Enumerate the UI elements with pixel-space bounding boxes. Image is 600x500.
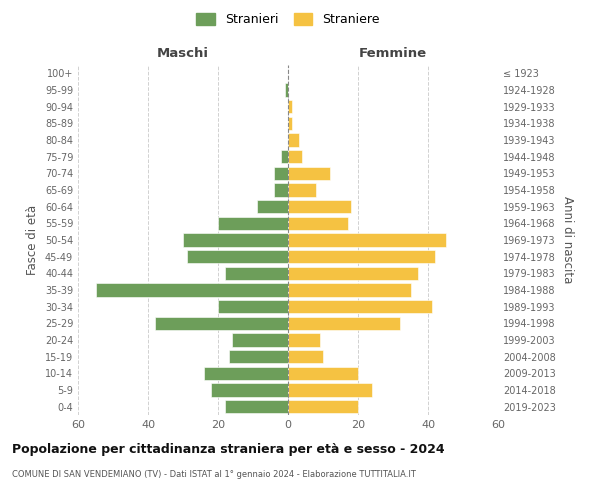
Bar [257,200,288,213]
Bar [95,284,288,296]
Bar [284,84,288,96]
Bar [288,116,292,130]
Bar [288,250,435,264]
Bar [218,300,288,314]
Bar [288,134,299,146]
Bar [225,266,288,280]
Bar [288,316,400,330]
Bar [288,166,330,180]
Bar [288,266,418,280]
Bar [225,400,288,413]
Y-axis label: Fasce di età: Fasce di età [26,205,39,275]
Text: Maschi: Maschi [157,47,209,60]
Bar [229,350,288,364]
Text: COMUNE DI SAN VENDEMIANO (TV) - Dati ISTAT al 1° gennaio 2024 - Elaborazione TUT: COMUNE DI SAN VENDEMIANO (TV) - Dati IST… [12,470,416,479]
Bar [218,216,288,230]
Bar [288,216,347,230]
Text: Popolazione per cittadinanza straniera per età e sesso - 2024: Popolazione per cittadinanza straniera p… [12,442,445,456]
Bar [288,200,351,213]
Bar [274,166,288,180]
Bar [288,350,323,364]
Bar [155,316,288,330]
Bar [288,400,358,413]
Bar [288,384,372,396]
Bar [288,184,316,196]
Bar [281,150,288,164]
Bar [183,234,288,246]
Text: Femmine: Femmine [359,47,427,60]
Bar [211,384,288,396]
Bar [232,334,288,346]
Bar [288,300,431,314]
Legend: Stranieri, Straniere: Stranieri, Straniere [193,8,383,29]
Bar [288,334,320,346]
Bar [288,284,410,296]
Bar [288,234,445,246]
Y-axis label: Anni di nascita: Anni di nascita [561,196,574,284]
Bar [187,250,288,264]
Bar [274,184,288,196]
Bar [288,366,358,380]
Bar [288,100,292,114]
Bar [204,366,288,380]
Bar [288,150,302,164]
